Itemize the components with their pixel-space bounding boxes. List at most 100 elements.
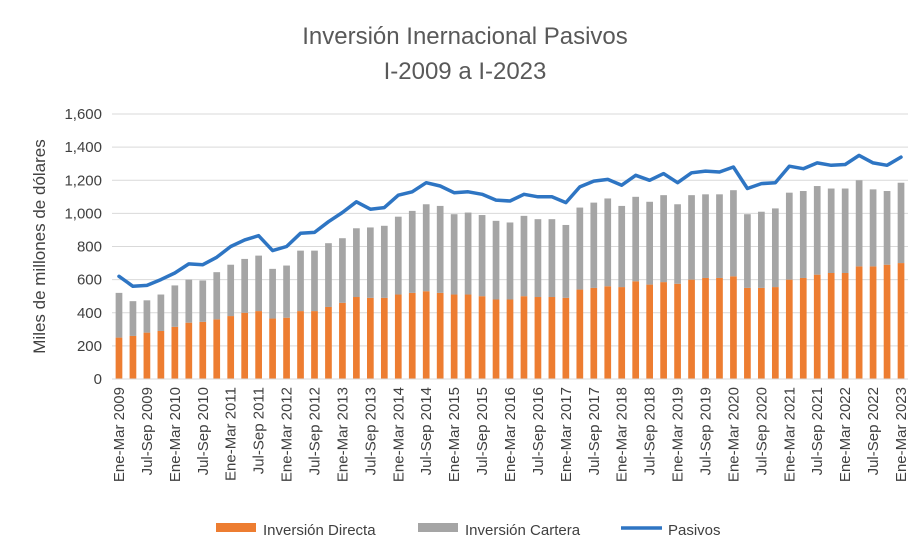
x-axis-ticks: Ene-Mar 2009 Jul-Sep 2009 Ene-Mar 2010 Jul-…: [111, 387, 910, 482]
x-tick-label: Jul-Sep 2012: [306, 387, 323, 475]
x-tick-label: Jul-Sep 2018: [642, 387, 659, 475]
bar-inversion-cartera: [255, 255, 262, 312]
bar-inversion-directa: [269, 318, 276, 379]
bar-inversion-directa: [143, 332, 151, 379]
bar-inversion-cartera: [492, 220, 500, 300]
bar-inversion-directa: [785, 279, 793, 379]
bar-inversion-cartera: [813, 186, 821, 275]
bar-inversion-cartera: [604, 198, 612, 287]
bar-inversion-cartera: [436, 205, 444, 293]
x-tick-label: Ene-Mar 2017: [558, 387, 575, 482]
x-tick-label: Ene-Mar 2016: [502, 387, 519, 482]
y-axis-label: Miles de millones de dólares: [30, 139, 49, 354]
bar-inversion-cartera: [129, 301, 137, 336]
bar-inversion-directa: [702, 277, 709, 379]
bar-inversion-directa: [227, 316, 235, 379]
x-tick-label: Ene-Mar 2021: [781, 387, 798, 482]
bar-inversion-cartera: [157, 294, 165, 331]
bar-inversion-directa: [394, 294, 402, 379]
bar-inversion-cartera: [855, 180, 863, 267]
bar-inversion-directa: [492, 299, 500, 379]
bar-inversion-directa: [325, 306, 332, 379]
bar-inversion-directa: [241, 312, 249, 379]
x-tick-label: Jul-Sep 2017: [586, 387, 603, 475]
bar-inversion-directa: [297, 311, 304, 379]
bar-inversion-cartera: [380, 225, 388, 298]
bar-inversion-directa: [408, 292, 416, 379]
bar-inversion-cartera: [548, 219, 556, 298]
bar-inversion-cartera: [171, 285, 179, 327]
legend-swatch-directa: [216, 523, 256, 532]
bar-inversion-directa: [129, 335, 137, 379]
bar-inversion-directa: [576, 289, 584, 379]
bar-inversion-cartera: [744, 214, 751, 288]
bar-inversion-cartera: [450, 214, 458, 295]
bar-inversion-cartera: [827, 188, 835, 273]
bar-inversion-directa: [869, 266, 877, 379]
x-tick-label: Jul-Sep 2016: [530, 387, 547, 475]
x-tick-label: Jul-Sep 2021: [809, 387, 826, 475]
bar-inversion-directa: [311, 311, 318, 379]
bar-inversion-cartera: [660, 195, 667, 283]
bar-inversion-cartera: [506, 222, 514, 300]
y-tick-label: 800: [77, 239, 102, 256]
chart-subtitle: I-2009 a I-2023: [384, 58, 547, 85]
bar-inversion-cartera: [869, 189, 877, 267]
bar-inversion-cartera: [408, 210, 416, 293]
bar-inversion-directa: [730, 276, 737, 379]
bar-inversion-directa: [604, 286, 612, 379]
bar-inversion-cartera: [688, 195, 695, 280]
bar-inversion-directa: [758, 287, 765, 379]
bar-inversion-directa: [464, 294, 472, 379]
bar-inversion-directa: [115, 337, 123, 379]
x-tick-label: Jul-Sep 2022: [865, 387, 882, 475]
bar-inversion-cartera: [199, 280, 207, 322]
bar-inversion-directa: [520, 296, 528, 379]
bar-inversion-directa: [534, 297, 542, 379]
bar-inversion-cartera: [785, 192, 793, 280]
bar-inversion-cartera: [618, 205, 626, 288]
x-tick-label: Ene-Mar 2011: [223, 387, 240, 481]
y-tick-label: 400: [77, 305, 102, 322]
y-tick-label: 1,200: [64, 172, 102, 189]
bar-inversion-cartera: [115, 292, 123, 338]
bar-inversion-cartera: [534, 219, 542, 298]
bar-inversion-directa: [185, 322, 193, 379]
legend-label-cartera: Inversión Cartera: [465, 522, 581, 539]
bar-inversion-cartera: [758, 211, 765, 288]
bar-inversion-directa: [841, 273, 849, 379]
x-tick-label: Ene-Mar 2010: [167, 387, 184, 482]
bar-inversion-cartera: [674, 204, 681, 284]
bar-inversion-cartera: [562, 224, 570, 298]
bar-inversion-cartera: [283, 265, 290, 318]
x-tick-label: Jul-Sep 2010: [195, 387, 212, 475]
bar-inversion-cartera: [799, 191, 807, 278]
x-tick-label: Jul-Sep 2015: [474, 387, 491, 475]
x-tick-label: Jul-Sep 2014: [418, 387, 435, 475]
y-tick-label: 0: [94, 371, 102, 388]
y-tick-label: 600: [77, 272, 102, 289]
bar-inversion-directa: [450, 294, 458, 379]
y-axis-ticks: 0 200 400 600 800 1,000 1,200 1,400 1,600: [64, 106, 102, 388]
x-tick-label: Ene-Mar 2013: [334, 387, 351, 482]
y-tick-label: 1,600: [64, 106, 102, 123]
bar-inversion-cartera: [241, 258, 249, 313]
bar-inversion-cartera: [311, 250, 318, 312]
bar-inversion-directa: [883, 264, 891, 379]
bar-inversion-directa: [688, 279, 695, 379]
bar-inversion-directa: [827, 273, 835, 379]
x-tick-label: Jul-Sep 2013: [362, 387, 379, 475]
x-tick-label: Ene-Mar 2022: [837, 387, 854, 482]
bar-inversion-cartera: [353, 228, 360, 298]
bar-inversion-directa: [618, 287, 626, 379]
bar-inversion-cartera: [366, 227, 374, 298]
bar-inversion-cartera: [227, 264, 235, 317]
bar-inversion-cartera: [422, 204, 430, 292]
bar-inversion-directa: [157, 330, 165, 379]
bar-inversion-directa: [478, 296, 486, 379]
bar-inversion-directa: [506, 299, 514, 379]
bar-inversion-directa: [422, 291, 430, 379]
bar-inversion-cartera: [143, 300, 151, 333]
bar-inversion-cartera: [520, 215, 528, 297]
